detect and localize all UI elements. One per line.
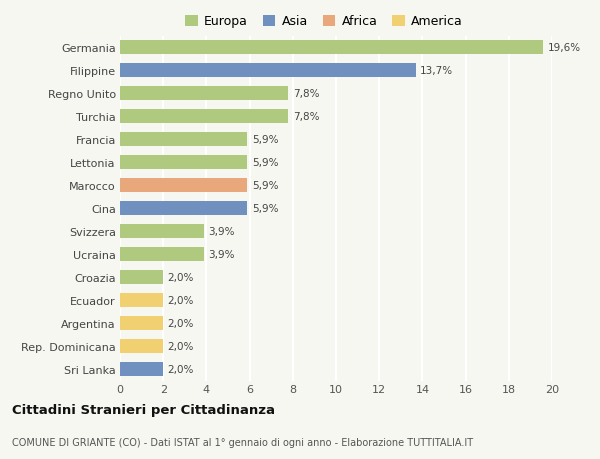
Bar xyxy=(120,271,163,285)
Bar xyxy=(120,363,163,376)
Text: 2,0%: 2,0% xyxy=(167,364,194,375)
Bar xyxy=(120,64,416,78)
Bar xyxy=(120,248,204,262)
Bar xyxy=(120,179,247,193)
Bar xyxy=(120,156,247,170)
Text: 3,9%: 3,9% xyxy=(209,227,235,237)
Text: 2,0%: 2,0% xyxy=(167,319,194,329)
Bar xyxy=(120,41,544,55)
Text: 5,9%: 5,9% xyxy=(252,135,278,145)
Bar xyxy=(120,317,163,330)
Text: 2,0%: 2,0% xyxy=(167,296,194,306)
Bar xyxy=(120,225,204,239)
Bar xyxy=(120,340,163,353)
Bar xyxy=(120,202,247,216)
Text: 5,9%: 5,9% xyxy=(252,204,278,214)
Text: 19,6%: 19,6% xyxy=(548,43,581,53)
Text: COMUNE DI GRIANTE (CO) - Dati ISTAT al 1° gennaio di ogni anno - Elaborazione TU: COMUNE DI GRIANTE (CO) - Dati ISTAT al 1… xyxy=(12,437,473,447)
Text: 2,0%: 2,0% xyxy=(167,341,194,352)
Text: 5,9%: 5,9% xyxy=(252,158,278,168)
Text: 3,9%: 3,9% xyxy=(209,250,235,260)
Bar xyxy=(120,87,289,101)
Text: 2,0%: 2,0% xyxy=(167,273,194,283)
Text: 7,8%: 7,8% xyxy=(293,112,319,122)
Text: 7,8%: 7,8% xyxy=(293,89,319,99)
Bar xyxy=(120,110,289,124)
Bar xyxy=(120,294,163,308)
Bar xyxy=(120,133,247,147)
Text: 13,7%: 13,7% xyxy=(420,66,454,76)
Text: Cittadini Stranieri per Cittadinanza: Cittadini Stranieri per Cittadinanza xyxy=(12,403,275,416)
Legend: Europa, Asia, Africa, America: Europa, Asia, Africa, America xyxy=(185,16,463,28)
Text: 5,9%: 5,9% xyxy=(252,181,278,191)
